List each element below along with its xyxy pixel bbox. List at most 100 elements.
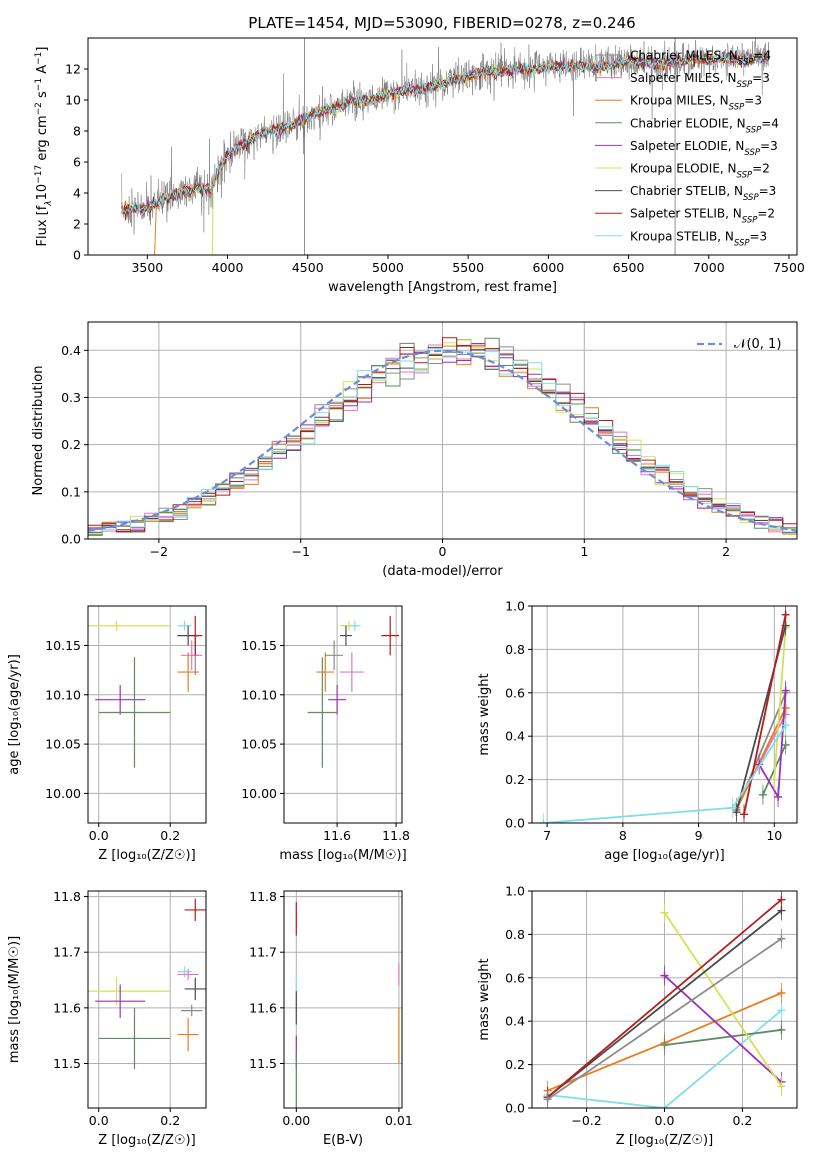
mass_vs_Z-frame: [87, 890, 207, 1109]
legend-label: Kroupa STELIB, NSSP=3: [630, 229, 767, 248]
y-tick-label: 12: [65, 62, 81, 77]
errorbar-point: [348, 620, 361, 631]
y-tick-label: 10.15: [241, 638, 277, 653]
y-tick-label: 11.6: [53, 1000, 81, 1015]
y-tick-label: 0.8: [505, 642, 525, 657]
weight-line: [663, 974, 783, 1083]
y-tick-label: 0.0: [61, 532, 81, 547]
age_vs_Z-xlabel: Z [log₁₀(Z/Z☉)]: [98, 848, 195, 863]
weight_vs_age-lines: [539, 606, 790, 823]
y-tick-label: 1.0: [505, 599, 525, 614]
mass_vs_Z-xlabel: Z [log₁₀(Z/Z☉)]: [98, 1133, 195, 1148]
weight_vs_Z-frame: [531, 890, 798, 1109]
y-tick-label: 10: [65, 93, 81, 108]
x-tick-label: 0.01: [385, 1113, 413, 1128]
age_vs_mass-points: [307, 615, 400, 768]
x-tick-label: 0.0: [89, 828, 109, 843]
age_vs_Z-axes: 0.0 0.2 10.00 10.05 10.10 10.15: [45, 606, 206, 843]
errorbar-point: [180, 640, 203, 671]
errorbar-point: [177, 1017, 199, 1052]
y-tick-label: 1.0: [505, 884, 525, 899]
errorbar-point: [381, 615, 400, 656]
spectrum-xlabel: wavelength [Angstrom, rest frame]: [328, 280, 557, 295]
residuals-ylabel: Normed distribution: [31, 366, 46, 496]
x-tick-label: 0.2: [732, 1113, 752, 1128]
x-tick-label: 0.00: [282, 1113, 310, 1128]
y-tick-label: 6: [73, 155, 81, 170]
errorbar-point: [340, 625, 352, 646]
y-tick-label: 0: [73, 248, 81, 263]
y-tick-label: 2: [73, 217, 81, 232]
y-tick-label: 8: [73, 124, 81, 139]
weight_vs_age-frame: [531, 605, 798, 824]
x-tick-label: 5000: [372, 260, 404, 275]
x-tick-label: 6000: [532, 260, 564, 275]
y-tick-label: 10.15: [45, 638, 81, 653]
y-tick-label: 10.05: [241, 737, 277, 752]
x-tick-label: 8: [619, 828, 627, 843]
y-tick-label: 11.8: [53, 889, 81, 904]
y-tick-label: 10.05: [45, 737, 81, 752]
x-tick-label: 9: [695, 828, 703, 843]
y-tick-label: 0.0: [505, 816, 525, 831]
y-tick-label: 11.8: [249, 889, 277, 904]
errorbar-point: [188, 615, 203, 656]
y-tick-label: 0.4: [505, 729, 525, 744]
y-tick-label: 0.0: [505, 1101, 525, 1116]
legend-label: Kroupa ELODIE, NSSP=2: [630, 162, 770, 181]
y-tick-label: 0.2: [505, 772, 525, 787]
residuals-xlabel: (data-model)/error: [382, 564, 503, 579]
legend-label: Kroupa MILES, NSSP=3: [630, 94, 762, 113]
y-tick-label: 0.8: [505, 927, 525, 942]
weight_vs_age-ylabel: mass weight: [477, 673, 492, 755]
errorbar-point: [88, 620, 171, 631]
mass_vs_Z-ylabel: mass [log₁₀(M/M☉)]: [7, 936, 22, 1063]
figure-title: PLATE=1454, MJD=53090, FIBERID=0278, z=0…: [248, 14, 635, 32]
mass_vs_Z-points: [88, 898, 206, 1070]
weight_vs_Z-ylabel: mass weight: [477, 958, 492, 1040]
spectrum-frame: [87, 37, 798, 256]
errorbar-point: [316, 652, 335, 692]
legend-label: Salpeter STELIB, NSSP=2: [630, 207, 775, 226]
weight-line: [773, 627, 787, 780]
model-spectrum-6: [121, 51, 770, 215]
errorbar-point: [177, 620, 192, 631]
y-tick-label: 4: [73, 186, 81, 201]
weight-line: [543, 724, 787, 823]
age_vs_mass-frame: [283, 605, 403, 824]
spectrum-ylabel: Flux [fλ10−17 erg cm−2 s−1 A−1]: [34, 47, 54, 247]
weight_vs_age-xlabel: age [log₁₀(age/yr)]: [604, 848, 725, 863]
y-tick-label: 0.3: [61, 390, 81, 405]
weight-line: [547, 899, 782, 1098]
x-tick-label: −2: [150, 544, 168, 559]
model-edge-line: [211, 192, 214, 255]
age_vs_mass-xlabel: mass [log₁₀(M/M☉)]: [279, 848, 406, 863]
spectrum-axes: 3500 4000 4500 5000 5500 6000 6500 7000 7500 0 2 4 6…: [65, 62, 805, 276]
legend-label: Salpeter MILES, NSSP=3: [630, 71, 770, 90]
weight-line: [663, 912, 783, 1087]
y-tick-label: 0.4: [61, 343, 81, 358]
y-tick-label: 0.1: [61, 484, 81, 499]
age_vs_Z-ylabel: age [log₁₀(age/yr)]: [7, 654, 22, 775]
x-tick-label: 0: [439, 544, 447, 559]
model-edge-line: [154, 208, 157, 255]
legend-label: Chabrier MILES, NSSP=4: [630, 49, 771, 68]
x-tick-label: 11.6: [323, 828, 351, 843]
x-tick-label: 3500: [131, 260, 163, 275]
legend-label: Chabrier ELODIE, NSSP=4: [630, 116, 779, 135]
x-tick-label: 7500: [773, 260, 805, 275]
errorbar-point: [180, 1005, 203, 1017]
y-tick-label: 0.6: [505, 685, 525, 700]
weight-line: [664, 1029, 782, 1046]
mass_vs_Z-axes: 0.0 0.2 11.5 11.6 11.7 11.8: [53, 889, 206, 1128]
x-tick-label: 5500: [452, 260, 484, 275]
y-tick-label: 10.00: [45, 786, 81, 801]
weight-line: [743, 614, 787, 815]
weight-line: [547, 909, 782, 1098]
x-tick-label: 4500: [292, 260, 324, 275]
weight_vs_Z-lines: [543, 891, 786, 1108]
legend-label: Salpeter ELODIE, NSSP=3: [630, 139, 778, 158]
weight_vs_age-axes: 7 8 9 10 0.0 0.2 0.4 0.6 0.8 1.0: [505, 599, 797, 843]
errorbar-point: [340, 652, 364, 692]
x-tick-label: 10: [766, 828, 782, 843]
